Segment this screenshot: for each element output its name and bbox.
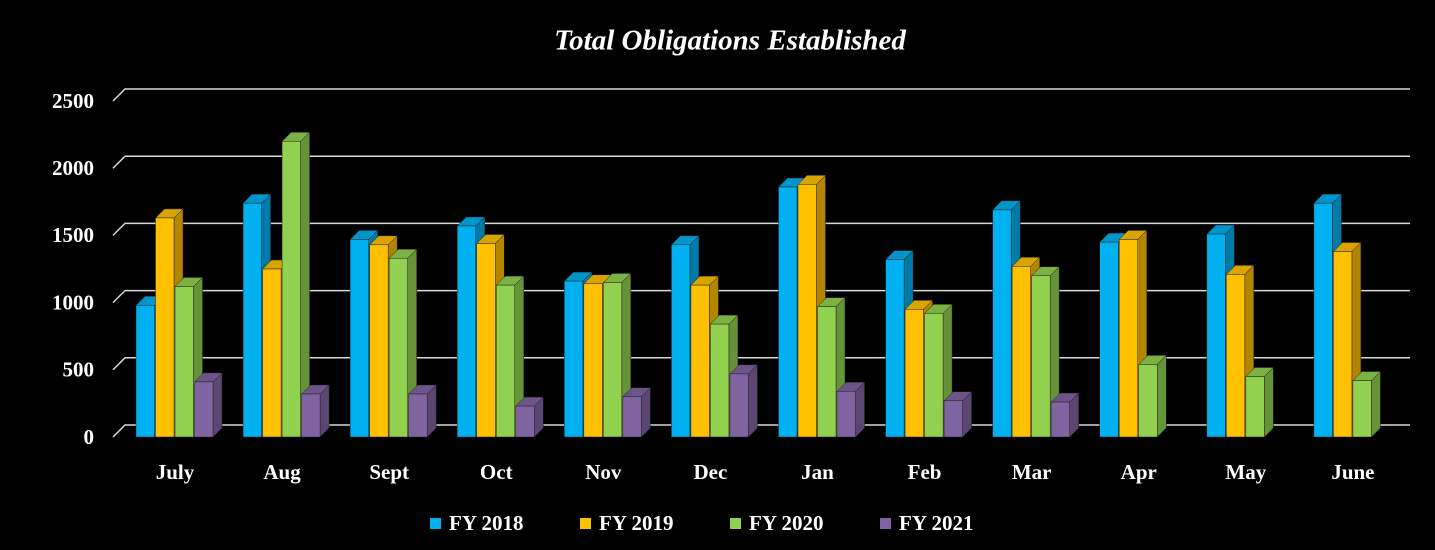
bar — [242, 202, 262, 438]
bar — [1099, 241, 1119, 438]
grid-line — [112, 88, 1410, 102]
legend-label: FY 2019 — [599, 511, 673, 535]
bar — [301, 393, 321, 438]
bar — [778, 186, 798, 438]
bar — [1119, 239, 1138, 438]
bar — [369, 244, 389, 438]
bar — [194, 381, 214, 438]
y-tick-label: 2000 — [52, 156, 94, 180]
bar — [155, 217, 175, 438]
legend-label: FY 2018 — [449, 511, 523, 535]
bar — [262, 268, 282, 438]
bar — [603, 282, 623, 438]
bar — [515, 405, 535, 438]
bar — [174, 286, 194, 438]
x-tick-label: May — [1225, 460, 1266, 484]
bar-side — [1371, 370, 1381, 438]
bar — [281, 141, 301, 438]
x-tick-label: Sept — [369, 460, 409, 484]
x-tick-label: Dec — [694, 460, 728, 484]
bar — [885, 259, 905, 438]
legend-swatch — [580, 518, 591, 529]
bar-side — [748, 364, 758, 438]
bar — [476, 243, 496, 438]
bar — [1226, 274, 1246, 438]
bar — [817, 306, 837, 438]
bar — [1138, 364, 1158, 438]
bar — [496, 284, 515, 438]
bar — [943, 400, 963, 438]
bar — [992, 209, 1012, 438]
bar — [457, 225, 476, 438]
bar — [349, 239, 369, 438]
bar — [729, 373, 749, 438]
x-tick-label: July — [156, 460, 195, 484]
bar — [924, 313, 944, 438]
bar — [135, 305, 155, 438]
bar — [1206, 233, 1226, 438]
grid-line — [112, 289, 1410, 304]
y-tick-label: 1500 — [52, 223, 94, 247]
grid-line — [112, 222, 1410, 236]
legend-swatch — [430, 518, 441, 529]
bar — [904, 309, 924, 438]
bar — [797, 184, 817, 438]
legend-swatch — [730, 518, 741, 529]
x-tick-label: Oct — [480, 460, 513, 484]
chart-title: Total Obligations Established — [554, 25, 906, 57]
bar-side — [1264, 366, 1274, 438]
grid-line — [112, 155, 1410, 169]
bar — [710, 323, 730, 438]
y-tick-label: 0 — [84, 425, 95, 449]
legend-label: FY 2021 — [899, 511, 973, 535]
grid-line — [112, 357, 1410, 371]
x-tick-label: Mar — [1012, 460, 1052, 484]
bar — [1352, 380, 1372, 438]
bar — [388, 257, 408, 438]
bar — [564, 280, 584, 438]
y-tick-label: 500 — [63, 358, 95, 382]
bar — [583, 283, 603, 438]
x-tick-label: Apr — [1121, 460, 1157, 484]
grid-line — [112, 424, 1410, 438]
bar — [1050, 401, 1070, 438]
bar — [1245, 376, 1265, 438]
y-tick-label: 1000 — [52, 290, 94, 314]
bar — [622, 396, 642, 438]
bar — [1011, 266, 1031, 438]
x-tick-label: Nov — [585, 460, 622, 484]
bar-side — [855, 381, 865, 438]
legend-label: FY 2020 — [749, 511, 823, 535]
bar-side — [212, 372, 223, 438]
x-tick-label: June — [1331, 460, 1374, 484]
bar — [1313, 202, 1333, 438]
bar — [408, 393, 428, 438]
y-tick-label: 2500 — [52, 89, 94, 113]
x-tick-label: Jan — [801, 460, 834, 484]
legend-swatch — [880, 518, 891, 529]
bar — [1031, 275, 1051, 438]
bar — [690, 284, 710, 438]
bar-side — [1157, 354, 1167, 438]
bar — [1333, 251, 1353, 438]
x-tick-label: Feb — [908, 460, 942, 484]
x-tick-label: Aug — [263, 460, 301, 484]
bar — [671, 244, 691, 438]
bar — [836, 391, 856, 438]
